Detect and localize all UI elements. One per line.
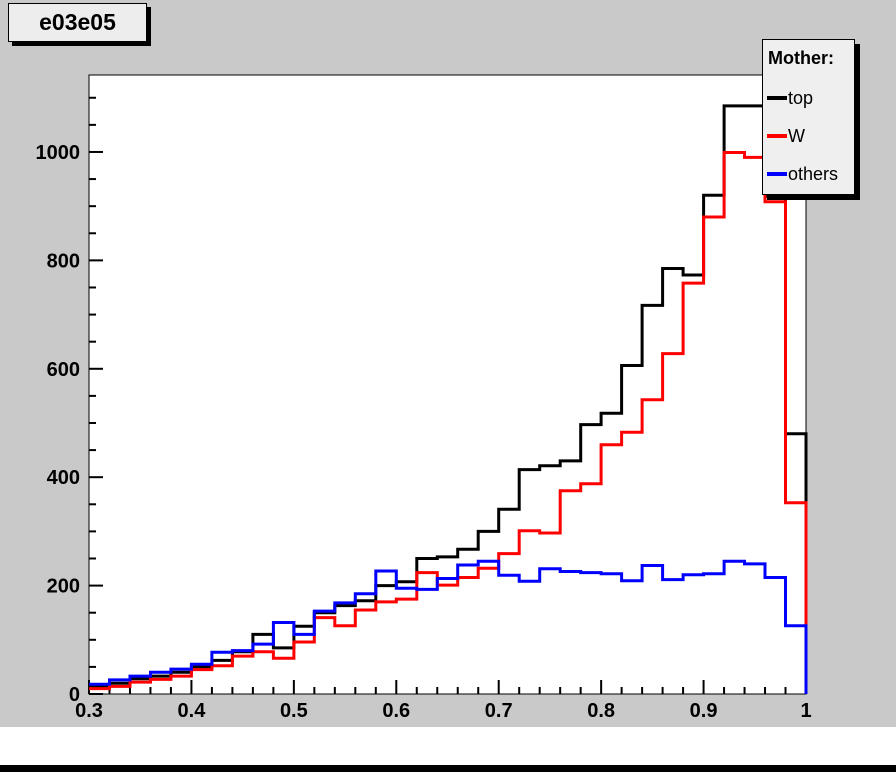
legend-entry-w: W bbox=[767, 125, 805, 147]
x-axis-tick-label: 0.5 bbox=[280, 700, 308, 722]
x-axis-tick-label: 0.9 bbox=[690, 700, 718, 722]
histogram-title: e03e05 bbox=[39, 9, 116, 35]
x-axis-tick-label: 1 bbox=[800, 700, 811, 722]
legend-entry-others: others bbox=[767, 163, 838, 185]
histogram-plot[interactable]: 0.3 0.4 0.5 0.6 0.7 0.8 0.9 1 0 200 400 600 800 1000 bbox=[0, 0, 896, 756]
plot-frame bbox=[88, 74, 807, 695]
legend-title: Mother: bbox=[768, 48, 834, 68]
y-axis-tick-label: 400 bbox=[47, 467, 80, 489]
legend-label-others: others bbox=[788, 163, 839, 184]
legend-swatch-w-icon bbox=[767, 134, 787, 138]
legend-label-w: W bbox=[788, 125, 805, 146]
x-axis-tick-label: 0.8 bbox=[587, 700, 615, 722]
canvas-bottom-margin bbox=[0, 727, 896, 765]
y-axis-tick-label: 1000 bbox=[36, 142, 81, 164]
y-axis-tick-label: 200 bbox=[47, 576, 80, 598]
y-axis-tick-label: 0 bbox=[69, 684, 80, 706]
legend-label-top: top bbox=[788, 87, 814, 108]
legend-swatch-top-icon bbox=[767, 96, 787, 100]
bottom-divider-bar bbox=[0, 765, 896, 772]
y-axis-tick-label: 600 bbox=[47, 359, 80, 381]
y-axis-tick-label: 800 bbox=[47, 250, 80, 272]
x-axis-tick-label: 0.4 bbox=[178, 700, 207, 722]
legend[interactable]: Mother: top W others bbox=[762, 39, 855, 195]
x-axis-tick-label: 0.7 bbox=[485, 700, 513, 722]
x-axis-tick-label: 0.6 bbox=[382, 700, 410, 722]
histogram-title-box[interactable]: e03e05 bbox=[8, 3, 147, 42]
x-axis-tick-label: 0.3 bbox=[75, 700, 103, 722]
series-others-line bbox=[89, 559, 808, 694]
series-W-line bbox=[89, 151, 808, 694]
legend-entry-top: top bbox=[767, 87, 813, 109]
legend-swatch-others-icon bbox=[767, 172, 787, 176]
